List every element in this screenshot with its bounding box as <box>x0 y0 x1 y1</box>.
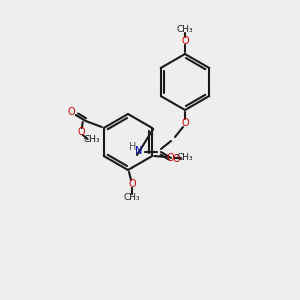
Text: CH₃: CH₃ <box>83 136 100 145</box>
Text: O: O <box>172 154 180 164</box>
Text: CH₃: CH₃ <box>177 26 193 34</box>
Text: O: O <box>128 179 136 189</box>
Text: O: O <box>181 118 189 128</box>
Text: CH₃: CH₃ <box>124 193 140 202</box>
Text: O: O <box>167 153 174 163</box>
Text: N: N <box>135 146 143 156</box>
Text: O: O <box>78 127 85 137</box>
Text: CH₃: CH₃ <box>177 154 194 163</box>
Text: H: H <box>129 142 137 152</box>
Text: O: O <box>181 36 189 46</box>
Text: O: O <box>68 107 76 117</box>
